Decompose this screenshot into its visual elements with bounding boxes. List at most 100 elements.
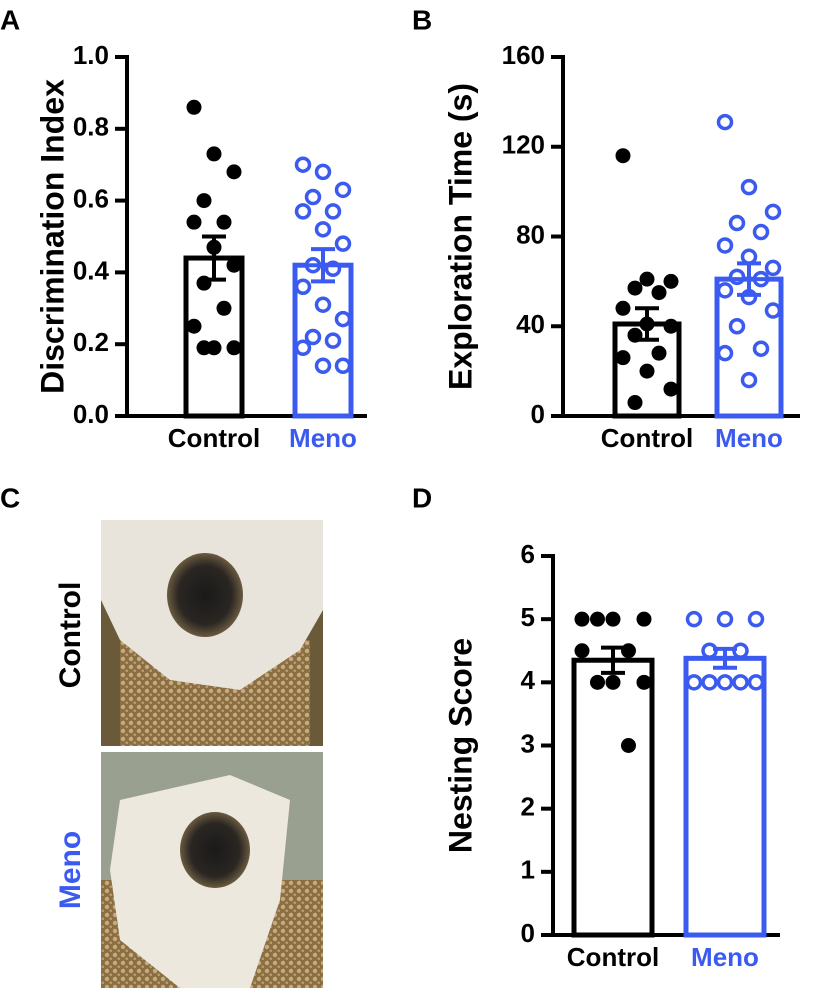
y-tick-label: 3: [521, 728, 535, 758]
data-point: [747, 610, 765, 628]
data-point: [651, 345, 667, 361]
data-point: [294, 156, 312, 173]
data-point: [651, 285, 667, 301]
error-bar: [295, 247, 351, 284]
data-point: [334, 357, 352, 374]
data-point: [314, 357, 332, 374]
y-tick-label: 2: [521, 792, 535, 822]
x-tick-label: Control: [567, 942, 659, 972]
data-point: [324, 203, 342, 220]
panel-label: A: [0, 4, 20, 35]
data-point: [636, 674, 652, 690]
data-point: [685, 674, 703, 691]
y-tick-label: 0.8: [73, 112, 109, 142]
error-bar: [717, 261, 781, 297]
x-tick-label: Control: [601, 423, 693, 453]
y-tick-label: 80: [516, 219, 545, 249]
data-point: [226, 164, 242, 180]
data-point: [740, 371, 758, 389]
x-tick-label: Meno: [289, 423, 357, 453]
photo-row-label: Meno: [54, 831, 87, 909]
y-tick-label: 0.2: [73, 327, 109, 357]
data-point: [663, 381, 679, 397]
data-point: [663, 318, 679, 334]
data-point: [574, 643, 590, 659]
data-point: [701, 674, 718, 691]
data-point: [334, 310, 352, 328]
panel-label: D: [412, 482, 432, 513]
data-point: [716, 237, 734, 254]
data-point: [216, 214, 232, 230]
y-tick-label: 40: [516, 309, 545, 339]
error-bar: [686, 646, 764, 670]
data-point: [196, 193, 212, 209]
data-point: [186, 214, 202, 230]
error-bar: [574, 645, 652, 675]
photo-control: [101, 520, 323, 746]
data-point: [716, 113, 734, 131]
data-point: [716, 674, 734, 691]
data-point: [716, 344, 734, 362]
photo-meno: [101, 752, 323, 988]
data-point: [324, 332, 342, 349]
data-point: [663, 273, 679, 289]
photo-row-label: Control: [54, 582, 87, 689]
y-tick-label: 0.4: [73, 255, 110, 285]
y-axis-label: Exploration Time (s): [442, 83, 478, 390]
y-tick-label: 1.0: [73, 40, 109, 70]
y-tick-label: 0: [531, 399, 545, 429]
data-point: [732, 674, 749, 691]
data-point: [621, 738, 636, 753]
data-point: [728, 214, 746, 232]
panel-label: C: [0, 482, 20, 513]
data-point: [764, 302, 782, 319]
data-point: [752, 223, 770, 241]
y-axis-label: Nesting Score: [442, 638, 478, 853]
data-point: [314, 163, 332, 181]
data-point: [334, 181, 352, 199]
data-point: [716, 282, 734, 299]
bar: [183, 255, 245, 419]
bar: [683, 655, 767, 938]
error-bar: [186, 234, 242, 282]
data-point: [740, 248, 758, 265]
y-tick-label: 0.6: [73, 183, 109, 213]
y-tick-label: 1: [521, 855, 535, 885]
data-point: [605, 674, 621, 690]
data-point: [206, 146, 222, 162]
data-point: [334, 235, 352, 252]
data-point: [716, 610, 734, 628]
data-point: [314, 221, 332, 238]
y-tick-label: 0.0: [73, 399, 109, 429]
y-tick-label: 4: [521, 665, 536, 695]
data-point: [728, 268, 746, 286]
y-tick-label: 160: [502, 40, 545, 70]
data-point: [764, 259, 782, 277]
data-point: [621, 643, 636, 659]
data-point: [294, 278, 312, 296]
data-point: [196, 340, 212, 356]
data-point: [615, 350, 631, 366]
data-point: [294, 203, 312, 220]
data-point: [615, 300, 631, 316]
data-point: [226, 340, 242, 356]
data-point: [728, 318, 746, 335]
x-tick-label: Control: [168, 423, 260, 453]
data-point: [216, 300, 232, 316]
data-point: [314, 296, 332, 313]
data-point: [752, 340, 770, 357]
y-tick-label: 120: [502, 130, 545, 160]
y-tick-label: 0: [521, 918, 535, 948]
panel-label: B: [412, 4, 432, 35]
error-bar: [615, 306, 679, 342]
data-point: [764, 203, 782, 221]
y-tick-label: 5: [521, 602, 535, 632]
data-point: [627, 395, 643, 411]
x-tick-label: Meno: [715, 423, 783, 453]
data-point: [186, 318, 202, 334]
data-point: [574, 611, 590, 627]
y-axis-label: Discrimination Index: [34, 79, 70, 394]
data-point: [627, 280, 643, 296]
